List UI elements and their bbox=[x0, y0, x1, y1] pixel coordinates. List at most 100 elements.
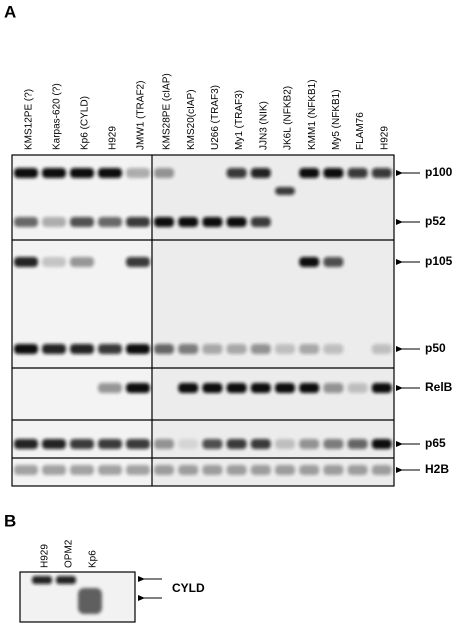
frame bbox=[19, 571, 136, 623]
lane-label: U266 (TRAF3) bbox=[210, 85, 221, 150]
band bbox=[42, 439, 66, 449]
band bbox=[347, 168, 368, 178]
band bbox=[154, 344, 174, 354]
band bbox=[42, 257, 66, 267]
band bbox=[126, 257, 150, 267]
band bbox=[250, 168, 271, 178]
band bbox=[154, 217, 174, 227]
band-label: RelB bbox=[425, 380, 453, 394]
band bbox=[126, 465, 150, 475]
band bbox=[98, 439, 122, 449]
band bbox=[154, 439, 174, 449]
band bbox=[275, 439, 295, 449]
band bbox=[32, 576, 52, 584]
band bbox=[299, 465, 320, 475]
band-label: CYLD bbox=[172, 581, 205, 595]
lane-label: OPM2 bbox=[64, 539, 75, 568]
band bbox=[78, 588, 102, 614]
lane-label: My5 (NFKB1) bbox=[331, 89, 342, 150]
band-label: p52 bbox=[425, 214, 446, 228]
band bbox=[70, 257, 94, 267]
band-label: p100 bbox=[425, 165, 453, 179]
band bbox=[202, 344, 223, 354]
band bbox=[202, 439, 223, 449]
band bbox=[323, 344, 344, 354]
band bbox=[299, 344, 320, 354]
lane-label: KMS28PE (cIAP) bbox=[162, 73, 173, 150]
band bbox=[98, 383, 122, 393]
band bbox=[202, 383, 223, 393]
band bbox=[70, 439, 94, 449]
band bbox=[226, 344, 247, 354]
lane-label: H929 bbox=[379, 126, 390, 150]
band bbox=[371, 344, 392, 354]
band bbox=[323, 168, 344, 178]
blot-b bbox=[20, 572, 135, 622]
band bbox=[70, 344, 94, 354]
band bbox=[226, 217, 247, 227]
band bbox=[14, 168, 38, 178]
band bbox=[14, 439, 38, 449]
lane-label: KMS20(cIAP) bbox=[186, 89, 197, 150]
band bbox=[14, 465, 38, 475]
band bbox=[98, 465, 122, 475]
band bbox=[250, 465, 271, 475]
band bbox=[126, 344, 150, 354]
band bbox=[70, 168, 94, 178]
band bbox=[14, 344, 38, 354]
band bbox=[42, 168, 66, 178]
blot-bg bbox=[12, 155, 152, 486]
band bbox=[347, 383, 368, 393]
band bbox=[275, 344, 295, 354]
lane-label: JJN3 (NIK) bbox=[258, 101, 269, 150]
band bbox=[70, 465, 94, 475]
band bbox=[42, 344, 66, 354]
band bbox=[154, 465, 174, 475]
band bbox=[226, 465, 247, 475]
band bbox=[323, 439, 344, 449]
band bbox=[347, 439, 368, 449]
lane-label: FLAM76 bbox=[355, 112, 366, 150]
lane-label: Karpas-620 (?) bbox=[52, 83, 63, 150]
band bbox=[226, 383, 247, 393]
band bbox=[70, 217, 94, 227]
band bbox=[98, 168, 122, 178]
band-label: p105 bbox=[425, 254, 453, 268]
band bbox=[299, 383, 320, 393]
panel-label: A bbox=[4, 2, 16, 21]
band bbox=[56, 576, 76, 584]
frame bbox=[11, 154, 395, 487]
band bbox=[275, 465, 295, 475]
band bbox=[126, 439, 150, 449]
lane-label: My1 (TRAF3) bbox=[234, 90, 245, 150]
band bbox=[98, 217, 122, 227]
lane-label: Kp6 (CYLD) bbox=[80, 96, 91, 150]
band bbox=[347, 465, 368, 475]
band bbox=[126, 168, 150, 178]
band bbox=[371, 465, 392, 475]
band bbox=[323, 465, 344, 475]
band bbox=[202, 465, 223, 475]
band bbox=[42, 465, 66, 475]
band bbox=[178, 217, 199, 227]
band bbox=[250, 344, 271, 354]
lane-label: H929 bbox=[108, 126, 119, 150]
band bbox=[250, 439, 271, 449]
band bbox=[371, 168, 392, 178]
band bbox=[98, 344, 122, 354]
band bbox=[299, 439, 320, 449]
band bbox=[202, 217, 223, 227]
band bbox=[371, 383, 392, 393]
band bbox=[299, 168, 320, 178]
band bbox=[299, 257, 320, 267]
lane-label: Kp6 bbox=[88, 550, 99, 568]
band bbox=[250, 217, 271, 227]
band-label: p65 bbox=[425, 436, 446, 450]
band bbox=[126, 383, 150, 393]
band bbox=[226, 168, 247, 178]
band bbox=[371, 439, 392, 449]
panel-label: B bbox=[4, 511, 16, 530]
blot-bg bbox=[152, 155, 394, 486]
lane-label: KMS12PE (?) bbox=[24, 89, 35, 150]
